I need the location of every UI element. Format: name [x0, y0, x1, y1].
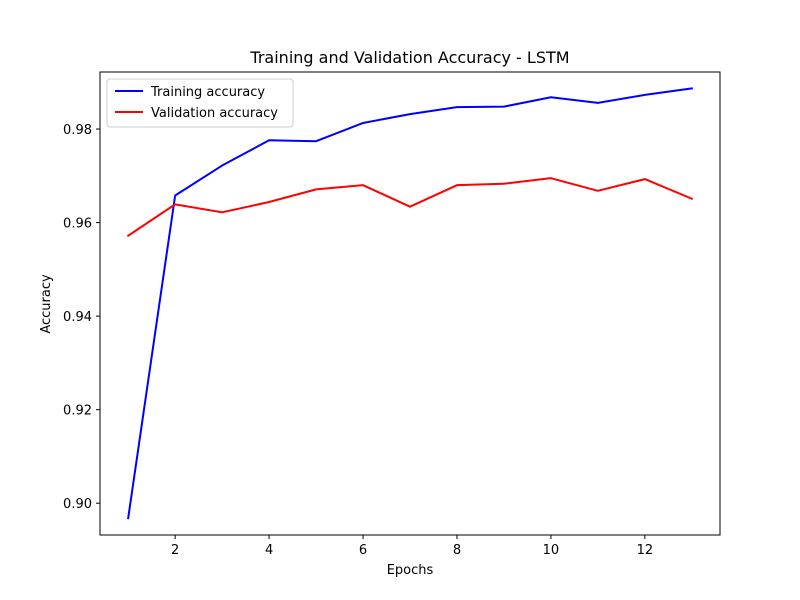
legend: Training accuracy Validation accuracy [106, 78, 294, 128]
x-axis-label: Epochs [387, 563, 434, 578]
y-tick-label: 0.94 [63, 310, 92, 325]
y-tick-label: 0.98 [63, 123, 92, 138]
x-tick-label: 10 [543, 543, 560, 558]
y-axis-label: Accuracy [39, 274, 54, 334]
legend-label: Validation accuracy [151, 106, 278, 121]
x-tick-label: 4 [265, 543, 273, 558]
x-tick-label: 2 [171, 543, 179, 558]
series-line-validation [126, 177, 694, 238]
x-axis: 2 4 6 8 10 12 [171, 535, 653, 558]
legend-label: Training accuracy [150, 85, 265, 100]
series-group [126, 87, 694, 520]
y-tick-label: 0.92 [63, 404, 92, 419]
y-tick-label: 0.96 [63, 217, 92, 232]
x-tick-label: 6 [359, 543, 367, 558]
x-tick-label: 12 [637, 543, 654, 558]
plot-frame [99, 71, 721, 536]
x-tick-label: 8 [453, 543, 461, 558]
y-axis: 0.90 0.92 0.94 0.96 0.98 [63, 123, 100, 512]
series-line-training [127, 87, 693, 520]
legend-box [106, 78, 294, 128]
plot-area [99, 71, 721, 536]
chart-title: Training and Validation Accuracy - LSTM [249, 48, 569, 67]
y-tick-label: 0.90 [63, 497, 92, 512]
